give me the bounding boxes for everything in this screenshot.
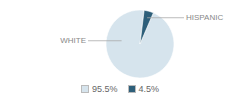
html-text:95.5%: 95.5%	[92, 84, 118, 94]
svg-text:HISPANIC: HISPANIC	[186, 13, 223, 22]
html-text:4.5%: 4.5%	[138, 84, 159, 94]
svg-text:WHITE: WHITE	[60, 36, 86, 45]
